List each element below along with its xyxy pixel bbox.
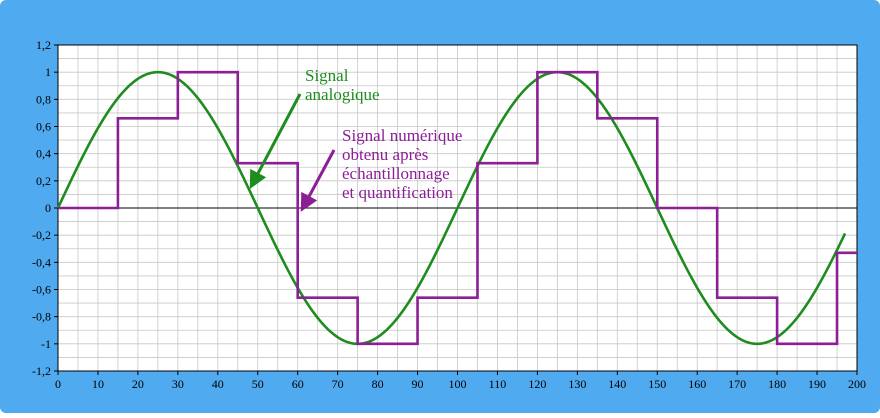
x-tick-label: 40: [212, 377, 224, 391]
y-tick-label: -0,8: [32, 310, 51, 324]
y-tick-label: -0,6: [32, 283, 51, 297]
x-tick-label: 120: [528, 377, 546, 391]
y-tick-label: 0,6: [36, 120, 51, 134]
x-tick-label: 70: [332, 377, 344, 391]
annotation-digital-label: obtenu après: [342, 145, 428, 164]
y-tick-label: 1,2: [36, 38, 51, 52]
x-tick-label: 80: [372, 377, 384, 391]
y-tick-label: -1: [41, 337, 51, 351]
x-tick-label: 20: [132, 377, 144, 391]
annotation-digital-label: échantillonnage: [342, 164, 450, 183]
x-tick-label: 190: [808, 377, 826, 391]
x-tick-label: 150: [648, 377, 666, 391]
x-tick-label: 140: [608, 377, 626, 391]
x-tick-label: 90: [412, 377, 424, 391]
y-tick-label: 0,8: [36, 92, 51, 106]
y-tick-label: -0,4: [32, 255, 51, 269]
annotation-analog-arrow: [249, 93, 302, 189]
x-tick-label: 30: [172, 377, 184, 391]
x-tick-label: 50: [252, 377, 264, 391]
y-tick-label: 0: [45, 201, 51, 215]
y-tick-label: 1: [45, 65, 51, 79]
x-tick-labels: 0 10 20 30 40 50 60 70 80 90 100 110 120 130 140 150 160…: [55, 371, 866, 391]
annotation-analog-label: Signal: [305, 66, 349, 85]
x-tick-label: 0: [55, 377, 61, 391]
y-tick-label: -1,2: [32, 364, 51, 378]
x-tick-label: 170: [728, 377, 746, 391]
y-tick-label: -0,2: [32, 228, 51, 242]
y-tick-labels: 1,2 1 0,8 0,6 0,4 0,2 0 -0,2 -0,4 -0,6 -0,8 -1 -1,2: [32, 38, 58, 378]
x-tick-label: 110: [489, 377, 507, 391]
x-tick-label: 180: [768, 377, 786, 391]
y-tick-label: 0,2: [36, 174, 51, 188]
x-tick-label: 60: [292, 377, 304, 391]
annotation-digital-label: et quantification: [342, 183, 453, 202]
annotation-analog-label: analogique: [305, 85, 380, 104]
x-tick-label: 130: [568, 377, 586, 391]
analog-signal-line: [56, 70, 847, 346]
series-group: [56, 70, 857, 346]
annotation-digital-arrow: [300, 149, 336, 212]
x-tick-label: 160: [688, 377, 706, 391]
x-tick-label: 10: [92, 377, 104, 391]
y-tick-label: 0,4: [36, 147, 51, 161]
digital-signal-line: [58, 70, 857, 346]
x-tick-label: 200: [848, 377, 866, 391]
annotation-digital-label: Signal numérique: [342, 126, 462, 145]
x-tick-label: 100: [449, 377, 467, 391]
